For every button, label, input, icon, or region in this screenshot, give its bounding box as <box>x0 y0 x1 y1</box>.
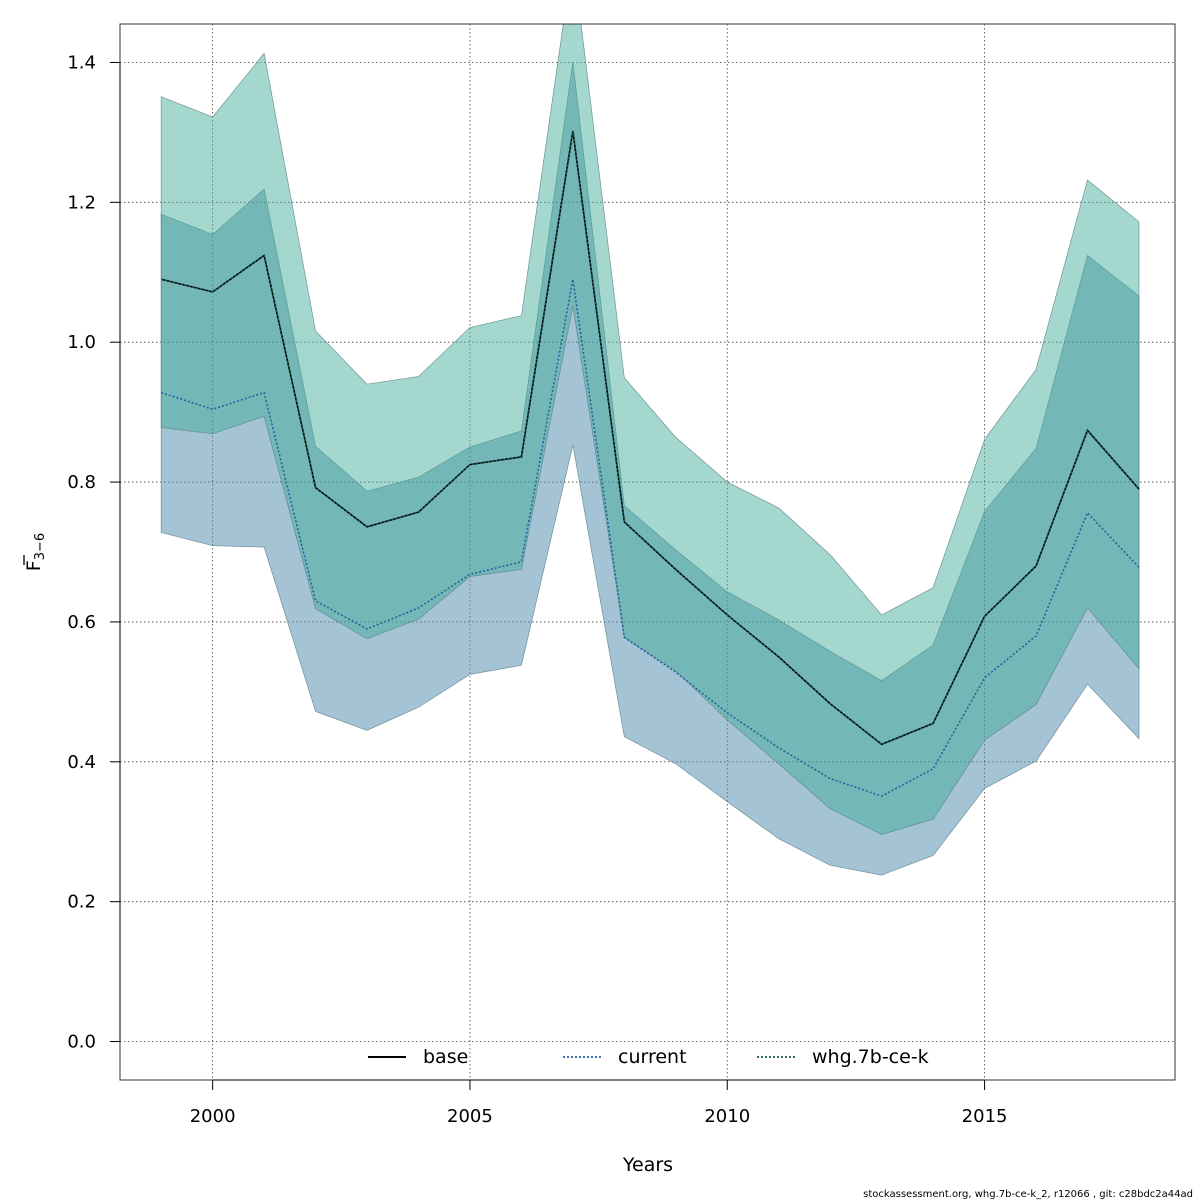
legend: base current whg.7b-ce-k <box>368 1046 929 1068</box>
confidence-bands <box>160 24 1140 876</box>
y-tick-label-0.8: 0.8 <box>67 472 96 493</box>
y-tick-label-0.6: 0.6 <box>67 612 96 633</box>
x-axis-title: Years <box>622 1154 673 1176</box>
band-whg-7b-ce-k <box>160 24 1140 835</box>
x-tick-label-2010: 2010 <box>704 1106 750 1127</box>
legend-label-base: base <box>423 1046 468 1068</box>
y-tick-label-1.0: 1.0 <box>67 332 96 353</box>
y-tick-label-0.2: 0.2 <box>67 892 96 913</box>
series-line-current <box>160 279 1140 797</box>
y-tick-label-1.2: 1.2 <box>67 192 96 213</box>
y-tick-label-0.0: 0.0 <box>67 1032 96 1053</box>
y-axis-title-main: F <box>23 560 45 571</box>
y-tick-label-1.4: 1.4 <box>67 52 96 73</box>
y-tick-label-0.4: 0.4 <box>67 752 96 773</box>
svg-text:F3−6: F3−6 <box>23 533 48 571</box>
x-tick-label-2005: 2005 <box>447 1106 493 1127</box>
legend-label-whg-7b-ce-k: whg.7b-ce-k <box>812 1046 929 1068</box>
series-line-whg-7b-ce-k <box>160 130 1140 746</box>
legend-label-current: current <box>618 1046 687 1068</box>
y-axis-title-subscript: 3−6 <box>33 533 48 560</box>
y-axis-title: F3−6 <box>23 533 48 571</box>
x-tick-label-2015: 2015 <box>962 1106 1008 1127</box>
x-tick-label-2000: 2000 <box>190 1106 236 1127</box>
footnote: stockassessment.org, whg.7b-ce-k_2, r120… <box>863 1189 1193 1200</box>
axes: 2000 2005 2010 2015 0.0 0.2 0.4 0.6 0.8 1.0 1.2 1.4 <box>67 52 1007 1127</box>
band-current <box>160 61 1140 876</box>
series-lines <box>160 130 1140 797</box>
